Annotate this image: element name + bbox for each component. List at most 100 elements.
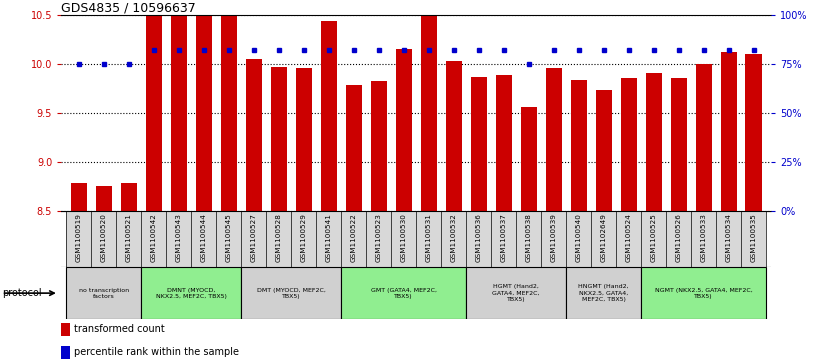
Text: GSM1102649: GSM1102649: [601, 213, 606, 262]
Bar: [216, 211, 242, 267]
Bar: [191, 211, 216, 267]
Bar: [671, 78, 687, 211]
Text: HNGMT (Hand2,
NKX2.5, GATA4,
MEF2C, TBX5): HNGMT (Hand2, NKX2.5, GATA4, MEF2C, TBX5…: [579, 285, 629, 302]
Text: GDS4835 / 10596637: GDS4835 / 10596637: [61, 1, 196, 15]
Text: GSM1100529: GSM1100529: [300, 213, 307, 262]
Text: GSM1100540: GSM1100540: [575, 213, 582, 262]
Bar: [466, 211, 491, 267]
Bar: [266, 211, 291, 267]
Bar: [641, 267, 766, 319]
Text: DMT (MYOCD, MEF2C,
TBX5): DMT (MYOCD, MEF2C, TBX5): [257, 287, 326, 299]
Bar: [541, 211, 566, 267]
Bar: [145, 16, 162, 211]
Bar: [416, 211, 441, 267]
Text: GSM1100542: GSM1100542: [151, 213, 157, 262]
Text: HGMT (Hand2,
GATA4, MEF2C,
TBX5): HGMT (Hand2, GATA4, MEF2C, TBX5): [492, 285, 540, 302]
Text: GSM1100537: GSM1100537: [501, 213, 507, 262]
Bar: [741, 211, 766, 267]
Bar: [116, 211, 141, 267]
Text: GSM1100530: GSM1100530: [401, 213, 406, 262]
Bar: [345, 85, 361, 211]
Text: GSM1100533: GSM1100533: [701, 213, 707, 262]
Bar: [141, 211, 166, 267]
Text: GSM1100539: GSM1100539: [551, 213, 557, 262]
Bar: [491, 211, 517, 267]
Bar: [91, 211, 116, 267]
Bar: [641, 211, 666, 267]
Bar: [246, 58, 262, 211]
Bar: [370, 81, 387, 211]
Bar: [341, 211, 366, 267]
Bar: [591, 211, 616, 267]
Text: GSM1100525: GSM1100525: [650, 213, 657, 262]
Text: GSM1100545: GSM1100545: [226, 213, 232, 262]
Bar: [166, 211, 191, 267]
Bar: [695, 64, 712, 211]
Text: GSM1100535: GSM1100535: [751, 213, 756, 262]
Bar: [242, 267, 341, 319]
Bar: [391, 211, 416, 267]
Bar: [61, 323, 70, 336]
Bar: [141, 267, 242, 319]
Bar: [446, 61, 462, 211]
Text: DMNT (MYOCD,
NKX2.5, MEF2C, TBX5): DMNT (MYOCD, NKX2.5, MEF2C, TBX5): [156, 287, 227, 299]
Text: transformed count: transformed count: [73, 325, 164, 334]
Bar: [171, 15, 187, 211]
Text: GSM1100536: GSM1100536: [476, 213, 481, 262]
Bar: [66, 267, 141, 319]
Text: GSM1100523: GSM1100523: [375, 213, 382, 262]
Bar: [716, 211, 741, 267]
Bar: [420, 15, 437, 211]
Text: GSM1100543: GSM1100543: [175, 213, 182, 262]
Text: GSM1100534: GSM1100534: [725, 213, 732, 262]
Bar: [242, 211, 266, 267]
Text: GSM1100527: GSM1100527: [251, 213, 257, 262]
Bar: [616, 211, 641, 267]
Bar: [295, 69, 312, 211]
Text: NGMT (NKX2.5, GATA4, MEF2C,
TBX5): NGMT (NKX2.5, GATA4, MEF2C, TBX5): [654, 287, 752, 299]
Text: GSM1100526: GSM1100526: [676, 213, 681, 262]
Text: GSM1100541: GSM1100541: [326, 213, 331, 262]
Bar: [271, 68, 286, 211]
Bar: [746, 54, 762, 211]
Bar: [517, 211, 541, 267]
Bar: [396, 49, 412, 211]
Bar: [95, 186, 112, 211]
Bar: [316, 211, 341, 267]
Text: GSM1100528: GSM1100528: [276, 213, 282, 262]
Bar: [495, 75, 512, 211]
Text: GMT (GATA4, MEF2C,
TBX5): GMT (GATA4, MEF2C, TBX5): [370, 287, 437, 299]
Bar: [570, 80, 587, 211]
Bar: [61, 346, 70, 359]
Text: no transcription
factors: no transcription factors: [78, 287, 129, 299]
Bar: [66, 211, 91, 267]
Bar: [196, 15, 212, 211]
Bar: [566, 267, 641, 319]
Bar: [291, 211, 316, 267]
Text: GSM1100524: GSM1100524: [626, 213, 632, 262]
Bar: [321, 21, 337, 211]
Bar: [466, 267, 566, 319]
Bar: [220, 15, 237, 211]
Bar: [366, 211, 391, 267]
Bar: [341, 267, 466, 319]
Text: GSM1100544: GSM1100544: [201, 213, 206, 262]
Bar: [596, 90, 612, 211]
Text: GSM1100531: GSM1100531: [426, 213, 432, 262]
Text: protocol: protocol: [2, 288, 42, 298]
Text: GSM1100520: GSM1100520: [100, 213, 107, 262]
Text: GSM1100538: GSM1100538: [526, 213, 532, 262]
Bar: [546, 69, 561, 211]
Bar: [441, 211, 466, 267]
Text: GSM1100519: GSM1100519: [76, 213, 82, 262]
Bar: [121, 183, 137, 211]
Bar: [645, 73, 662, 211]
Text: percentile rank within the sample: percentile rank within the sample: [73, 347, 238, 357]
Text: GSM1100521: GSM1100521: [126, 213, 131, 262]
Bar: [566, 211, 591, 267]
Bar: [691, 211, 716, 267]
Text: GSM1100522: GSM1100522: [351, 213, 357, 262]
Bar: [471, 77, 487, 211]
Bar: [521, 107, 537, 211]
Bar: [666, 211, 691, 267]
